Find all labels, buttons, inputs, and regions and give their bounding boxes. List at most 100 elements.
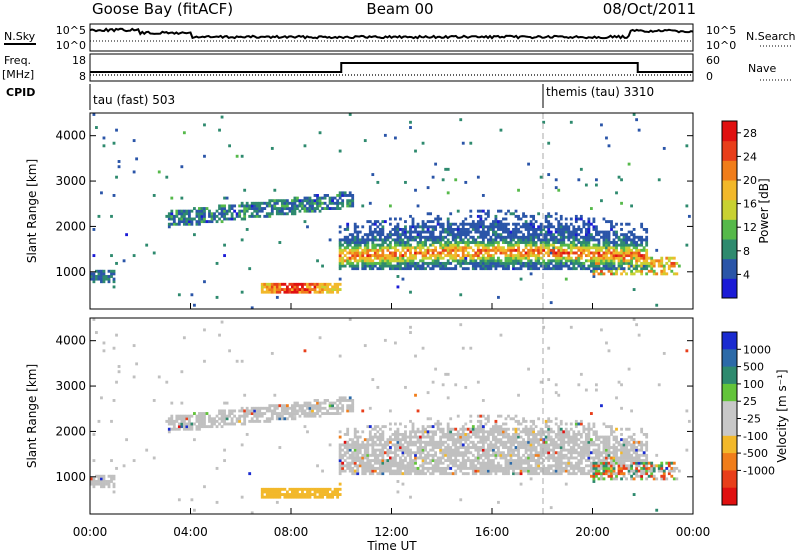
power-cell xyxy=(394,251,397,255)
power-cell xyxy=(454,238,458,242)
velocity-cell xyxy=(394,451,397,455)
velocity-cell xyxy=(273,409,277,413)
power-cell xyxy=(190,222,194,226)
velocity-cell xyxy=(529,419,533,423)
velocity-cell xyxy=(547,430,551,434)
power-cell xyxy=(454,178,458,182)
power-cell xyxy=(404,241,407,244)
velocity-cell xyxy=(527,440,530,444)
power-colorbar-tick-label: 20 xyxy=(743,174,757,187)
velocity-cell xyxy=(615,459,618,463)
velocity-cell xyxy=(625,446,628,449)
velocity-cell xyxy=(502,446,505,449)
power-cell xyxy=(275,209,279,213)
power-cell xyxy=(278,209,282,213)
power-cell xyxy=(507,222,510,226)
velocity-cell xyxy=(293,409,297,413)
velocity-cell xyxy=(559,451,563,455)
velocity-cell xyxy=(474,443,478,447)
power-cell xyxy=(444,227,448,231)
power-cell xyxy=(373,230,377,234)
power-cell xyxy=(424,256,427,260)
power-cell xyxy=(456,254,460,258)
power-cell xyxy=(589,238,593,242)
velocity-cell xyxy=(607,448,611,452)
velocity-cell xyxy=(625,456,628,460)
power-cell xyxy=(92,272,96,276)
power-cell xyxy=(559,264,563,268)
velocity-cell xyxy=(456,448,460,452)
velocity-cell xyxy=(228,349,231,353)
velocity-cell xyxy=(260,493,264,496)
power-cell xyxy=(572,241,576,244)
power-cell xyxy=(260,209,264,213)
power-cell xyxy=(589,264,593,268)
velocity-cell xyxy=(549,466,553,470)
power-cell xyxy=(584,238,588,242)
velocity-cell xyxy=(343,459,347,463)
velocity-cell xyxy=(175,417,179,421)
power-cell xyxy=(630,269,633,273)
velocity-cell xyxy=(454,432,458,436)
velocity-cell xyxy=(454,459,458,463)
velocity-cell xyxy=(394,438,397,442)
power-cell xyxy=(396,248,400,252)
power-cell xyxy=(489,261,493,265)
power-cell xyxy=(471,220,475,224)
velocity-cell xyxy=(502,456,505,460)
power-cell xyxy=(321,285,324,289)
velocity-cell xyxy=(602,464,606,468)
power-cell xyxy=(441,246,445,250)
power-cell xyxy=(476,230,480,234)
velocity-cell xyxy=(386,466,390,470)
power-cell xyxy=(180,209,184,213)
power-cell xyxy=(630,261,633,265)
nave-right-tick-bottom: 0 xyxy=(706,70,713,83)
power-cell xyxy=(260,288,264,291)
velocity-cell xyxy=(559,422,563,426)
velocity-cell xyxy=(421,446,425,449)
velocity-cell xyxy=(524,448,528,452)
velocity-cell xyxy=(559,456,563,460)
power-cell xyxy=(303,207,307,210)
power-cell xyxy=(577,259,581,263)
power-cell xyxy=(263,290,267,294)
power-cell xyxy=(524,222,528,226)
power-cell xyxy=(185,217,189,221)
velocity-cell xyxy=(431,440,435,444)
velocity-cell xyxy=(303,401,307,405)
power-cell xyxy=(361,225,365,229)
velocity-cell xyxy=(283,406,287,410)
velocity-cell xyxy=(497,440,500,444)
velocity-cell xyxy=(233,422,237,426)
power-cell xyxy=(132,170,136,174)
velocity-cell xyxy=(388,466,392,470)
power-cell xyxy=(567,238,571,242)
power-cell xyxy=(416,261,420,265)
velocity-cell xyxy=(544,440,548,444)
power-cell xyxy=(449,261,453,265)
power-cell xyxy=(394,136,397,140)
velocity-cell xyxy=(112,346,116,350)
velocity-cell xyxy=(399,472,402,476)
velocity-cell xyxy=(338,443,342,447)
power-cell xyxy=(544,220,548,224)
power-cell xyxy=(549,259,553,263)
velocity-cell xyxy=(504,456,508,460)
velocity-cell xyxy=(383,469,387,473)
power-cell xyxy=(446,220,450,224)
velocity-cell xyxy=(569,427,573,431)
velocity-cell xyxy=(172,422,176,426)
power-cell xyxy=(577,178,581,182)
velocity-cell xyxy=(657,466,661,470)
velocity-cell xyxy=(650,461,654,465)
power-cell xyxy=(303,209,307,213)
power-cell xyxy=(554,235,558,239)
power-cell xyxy=(105,277,108,281)
velocity-cell xyxy=(409,453,412,457)
power-cell xyxy=(388,261,392,265)
velocity-cell xyxy=(615,474,618,478)
velocity-cell xyxy=(318,487,322,491)
power-cell xyxy=(602,217,606,221)
power-cell xyxy=(285,201,289,205)
